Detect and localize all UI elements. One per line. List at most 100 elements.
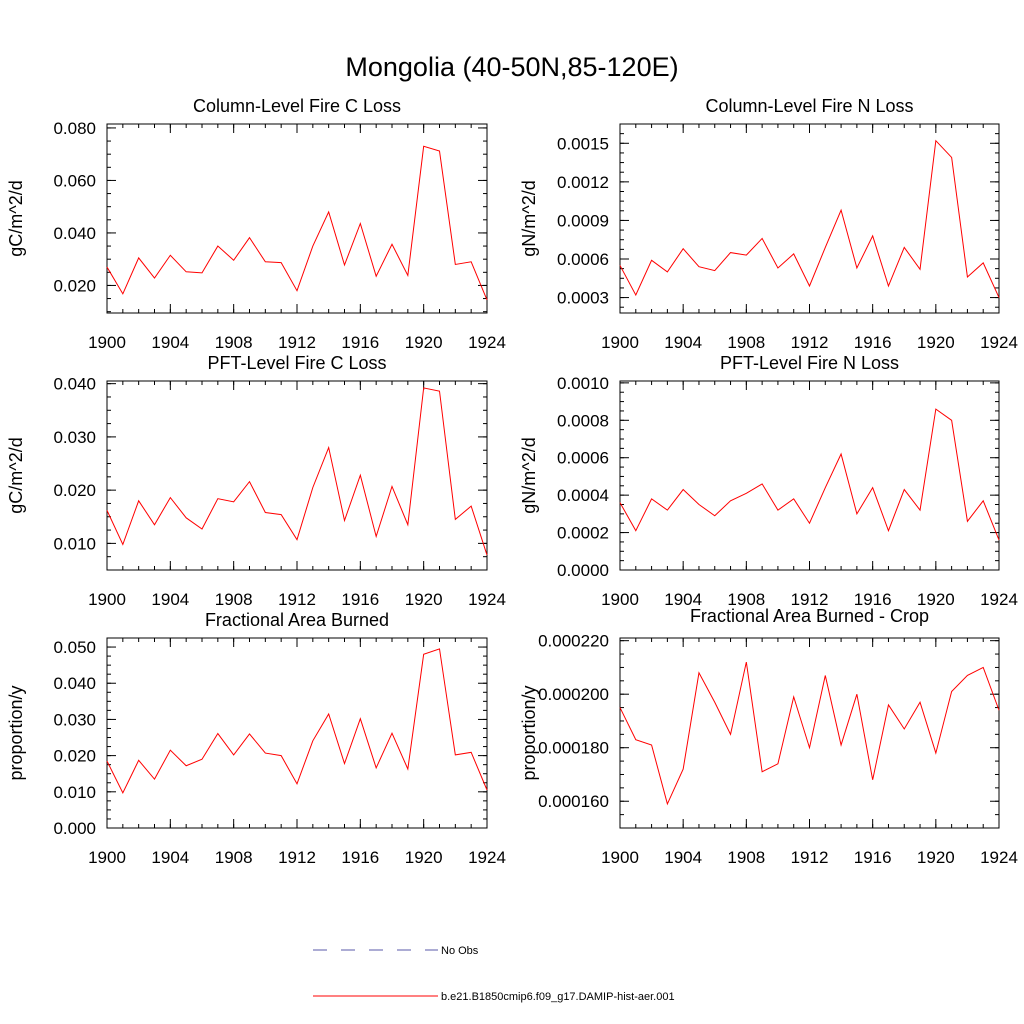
y-tick-label: 0.040 xyxy=(53,674,96,693)
y-tick-label: 0.030 xyxy=(53,710,96,729)
x-tick-label: 1916 xyxy=(341,590,379,609)
plot-frame xyxy=(106,380,488,571)
y-tick-label: 0.020 xyxy=(53,481,96,500)
y-tick-label: 0.020 xyxy=(53,747,96,766)
panel-title: Column-Level Fire N Loss xyxy=(705,96,913,116)
y-axis-label: gN/m^2/d xyxy=(519,437,539,513)
y-axis-label: gN/m^2/d xyxy=(519,180,539,256)
legend: No Obs b.e21.B1850cmip6.f09_g17.DAMIP-hi… xyxy=(313,945,675,1003)
legend-label-model: b.e21.B1850cmip6.f09_g17.DAMIP-hist-aer.… xyxy=(441,991,675,1003)
y-tick-label: 0.010 xyxy=(53,783,96,802)
series-line-model xyxy=(619,139,1000,298)
x-tick-label: 1924 xyxy=(980,848,1018,867)
panel-title: PFT-Level Fire C Loss xyxy=(207,353,386,373)
plot-frame xyxy=(619,123,1000,314)
x-tick-label: 1912 xyxy=(791,333,829,352)
series-line-model xyxy=(619,408,1000,541)
series-line-model xyxy=(106,387,488,556)
y-tick-label: 0.000220 xyxy=(538,632,609,651)
y-tick-label: 0.030 xyxy=(53,428,96,447)
x-tick-label: 1904 xyxy=(664,848,702,867)
panel-title: Fractional Area Burned xyxy=(205,610,389,630)
legend-label-no-obs: No Obs xyxy=(441,945,479,957)
y-axis-label: gC/m^2/d xyxy=(6,180,26,256)
x-tick-label: 1924 xyxy=(468,333,506,352)
y-tick-label: 0.0000 xyxy=(557,561,609,580)
x-tick-label: 1920 xyxy=(405,333,443,352)
x-tick-label: 1900 xyxy=(88,848,126,867)
chart-panel-6: 1900 1904 1908 1912 1916 1920 1924 0.000160 0.00… xyxy=(519,606,1018,867)
x-tick-label: 1912 xyxy=(278,848,316,867)
y-tick-label: 0.080 xyxy=(53,119,96,138)
x-tick-label: 1908 xyxy=(215,848,253,867)
x-tick-label: 1908 xyxy=(727,333,765,352)
x-tick-label: 1924 xyxy=(468,590,506,609)
y-tick-label: 0.0004 xyxy=(557,486,609,505)
y-tick-label: 0.040 xyxy=(53,224,96,243)
y-tick-label: 0.000200 xyxy=(538,685,609,704)
plot-frame xyxy=(106,123,488,314)
series-line-model xyxy=(106,145,488,301)
y-tick-label: 0.0010 xyxy=(557,374,609,393)
y-axis-label: proportion/y xyxy=(6,685,26,780)
x-tick-label: 1916 xyxy=(854,333,892,352)
figure-title: Mongolia (40-50N,85-120E) xyxy=(345,52,678,82)
y-tick-label: 0.0006 xyxy=(557,250,609,269)
x-tick-label: 1912 xyxy=(791,848,829,867)
chart-panel-3: 1900 1904 1908 1912 1916 1920 1924 0.010 0.020 0.… xyxy=(6,353,506,609)
x-tick-label: 1908 xyxy=(727,848,765,867)
plot-frame xyxy=(619,380,1000,571)
chart-panel-2: 1900 1904 1908 1912 1916 1920 1924 0.0003 0.0006… xyxy=(519,96,1018,352)
chart-panel-4: 1900 1904 1908 1912 1916 1920 1924 0.0000 0.0002… xyxy=(519,353,1018,609)
x-tick-label: 1916 xyxy=(854,590,892,609)
y-tick-label: 0.0008 xyxy=(557,411,609,430)
x-tick-label: 1900 xyxy=(88,590,126,609)
x-tick-label: 1904 xyxy=(151,333,189,352)
panel-title: Column-Level Fire C Loss xyxy=(193,96,401,116)
x-tick-label: 1924 xyxy=(980,333,1018,352)
chart-panel-5: 1900 1904 1908 1912 1916 1920 1924 0.000 0.010 0.… xyxy=(6,610,506,867)
x-tick-label: 1900 xyxy=(601,333,639,352)
series-line-model xyxy=(619,661,1000,806)
panel-title: Fractional Area Burned - Crop xyxy=(690,606,929,626)
x-tick-label: 1912 xyxy=(278,333,316,352)
y-axis-label: gC/m^2/d xyxy=(6,437,26,513)
x-tick-label: 1916 xyxy=(341,848,379,867)
y-tick-label: 0.0012 xyxy=(557,173,609,192)
y-axis-label: proportion/y xyxy=(519,685,539,780)
y-tick-label: 0.010 xyxy=(53,534,96,553)
x-tick-label: 1920 xyxy=(917,848,955,867)
x-tick-label: 1908 xyxy=(215,333,253,352)
chart-panel-1: 1900 1904 1908 1912 1916 1920 1924 0.020 0.040 0.… xyxy=(6,96,506,352)
y-tick-label: 0.0006 xyxy=(557,449,609,468)
x-tick-label: 1924 xyxy=(468,848,506,867)
plot-frame xyxy=(619,637,1000,829)
y-tick-label: 0.040 xyxy=(53,375,96,394)
x-tick-label: 1920 xyxy=(405,848,443,867)
y-tick-label: 0.0003 xyxy=(557,289,609,308)
y-tick-label: 0.000160 xyxy=(538,792,609,811)
x-tick-label: 1900 xyxy=(88,333,126,352)
x-tick-label: 1908 xyxy=(727,590,765,609)
y-tick-label: 0.000 xyxy=(53,819,96,838)
series-line-model xyxy=(106,648,488,795)
y-tick-label: 0.050 xyxy=(53,638,96,657)
x-tick-label: 1916 xyxy=(854,848,892,867)
x-tick-label: 1900 xyxy=(601,590,639,609)
x-tick-label: 1916 xyxy=(341,333,379,352)
plot-frame xyxy=(106,637,488,829)
y-tick-label: 0.020 xyxy=(53,276,96,295)
x-tick-label: 1904 xyxy=(664,590,702,609)
x-tick-label: 1920 xyxy=(917,590,955,609)
x-tick-label: 1920 xyxy=(917,333,955,352)
x-tick-label: 1900 xyxy=(601,848,639,867)
x-tick-label: 1912 xyxy=(791,590,829,609)
y-tick-label: 0.0009 xyxy=(557,211,609,230)
x-tick-label: 1904 xyxy=(664,333,702,352)
y-tick-label: 0.060 xyxy=(53,171,96,190)
panel-title: PFT-Level Fire N Loss xyxy=(720,353,899,373)
x-tick-label: 1920 xyxy=(405,590,443,609)
panels-group: 1900 1904 1908 1912 1916 1920 1924 0.020 0.040 0.… xyxy=(6,96,1018,867)
x-tick-label: 1908 xyxy=(215,590,253,609)
